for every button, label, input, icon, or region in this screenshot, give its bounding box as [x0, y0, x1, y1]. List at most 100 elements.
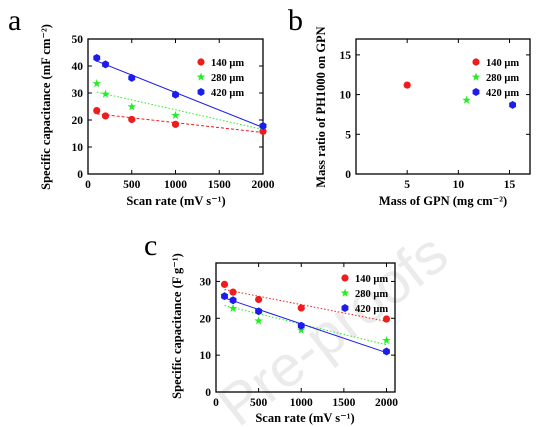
y-tick-label: 15: [340, 50, 352, 62]
data-point: [229, 296, 237, 305]
legend-marker: [471, 72, 481, 81]
legend-label: 140 μm: [355, 274, 388, 285]
x-tick-label: 1000: [164, 179, 187, 191]
x-tick-label: 2000: [252, 179, 275, 191]
x-tick-label: 500: [123, 179, 141, 191]
x-tick-label: 1500: [208, 179, 231, 191]
y-tick-label: 30: [200, 276, 212, 288]
data-point: [92, 79, 102, 88]
y-axis-label: Specific capacitance (mF cm⁻²): [39, 24, 53, 190]
legend-marker: [341, 274, 349, 282]
data-point: [462, 95, 471, 104]
series-s140: [93, 106, 267, 135]
data-point: [172, 90, 179, 99]
legend-marker: [197, 58, 205, 66]
series-s140: [403, 81, 411, 89]
data-point: [102, 60, 109, 69]
fit-line: [96, 113, 264, 134]
panel-c: c 0 500 1000 1500 2000 0 10 20 30 Scan rate (mV s⁻…: [144, 229, 398, 425]
x-tick-label: 1000: [290, 397, 313, 409]
panel-letter: a: [8, 4, 21, 37]
x-tick-label: 5: [404, 179, 410, 191]
data-point: [127, 102, 137, 111]
legend-label: 280 μm: [486, 73, 519, 84]
x-tick-label: 15: [504, 179, 516, 191]
plot-frame: [355, 38, 531, 175]
data-point: [297, 304, 305, 312]
series-s420: [221, 292, 390, 356]
data-point: [229, 288, 237, 296]
data-point: [296, 325, 306, 334]
x-tick-label: 1500: [332, 397, 355, 409]
fit-line: [96, 91, 264, 131]
legend-marker: [196, 72, 206, 81]
fit-line: [96, 60, 264, 128]
series-s420: [93, 53, 267, 130]
data-point: [382, 315, 391, 323]
y-tick-label: 20: [200, 313, 212, 325]
x-axis-label: Scan rate (mV s⁻¹): [255, 411, 354, 425]
legend-label: 420 μm: [486, 88, 519, 99]
data-point: [255, 307, 263, 316]
x-tick-label: 500: [250, 397, 268, 409]
legend-marker: [340, 288, 350, 297]
y-tick-label: 0: [205, 387, 211, 399]
y-axis-label: Mass ratio of PH1000 on GPN: [314, 26, 328, 187]
data-point: [509, 100, 517, 109]
legend-label: 420 μm: [355, 304, 388, 315]
x-tick-label: 0: [213, 397, 219, 409]
data-point: [128, 73, 136, 82]
data-point: [221, 292, 228, 301]
data-point: [259, 121, 267, 130]
data-point: [171, 120, 180, 128]
x-axis-label: Scan rate (mV s⁻¹): [126, 194, 225, 208]
legend-label: 280 μm: [355, 289, 388, 300]
data-point: [101, 112, 110, 120]
x-axis-label: Mass of GPN (mg cm⁻²): [379, 194, 507, 208]
y-tick-label: 50: [72, 34, 84, 46]
x-tick-label: 0: [85, 179, 91, 191]
data-point: [93, 106, 101, 115]
legend-label: 280 μm: [211, 73, 244, 84]
legend-label: 140 μm: [211, 58, 244, 69]
x-tick-label: 10: [453, 179, 465, 191]
y-tick-label: 0: [77, 169, 83, 181]
y-tick-label: 20: [72, 115, 84, 127]
y-tick-label: 5: [345, 129, 351, 141]
y-tick-label: 10: [340, 90, 352, 102]
y-tick-label: 10: [72, 142, 84, 154]
y-axis-label: Specific capacitance (F g⁻¹): [170, 253, 184, 399]
plot-frame: [215, 262, 396, 393]
data-point: [171, 110, 180, 120]
legend-marker: [341, 304, 349, 312]
legend-marker: [197, 88, 205, 96]
legend-label: 420 μm: [211, 88, 244, 99]
panel-a: a 0 500 1000 1500 2000 0 10 20 30 40 50 Scan rate (m…: [8, 4, 275, 208]
series-s280: [92, 79, 268, 131]
y-tick-label: 40: [72, 61, 84, 73]
series-s140: [220, 280, 391, 323]
data-point: [383, 347, 390, 356]
data-point: [382, 335, 391, 345]
x-tick-label: 2000: [375, 397, 398, 409]
panel-letter: b: [288, 4, 303, 37]
data-point: [228, 303, 238, 312]
legend-marker: [472, 58, 480, 66]
fit-line: [224, 289, 387, 322]
data-point: [128, 115, 136, 124]
panel-letter: c: [144, 229, 157, 262]
data-point: [101, 89, 110, 98]
legend-label: 140 μm: [486, 58, 519, 69]
y-tick-label: 10: [200, 350, 212, 362]
legend-marker: [472, 88, 480, 96]
fit-line: [224, 297, 387, 354]
data-point: [255, 295, 263, 304]
data-point: [93, 53, 101, 62]
data-point: [403, 81, 411, 89]
data-point: [297, 321, 305, 330]
series-s280: [462, 95, 471, 104]
panel-b: b 5 10 15 0 5 10 15 Mass of GPN (mg cm⁻²) Mass ra…: [288, 4, 531, 208]
series-s420: [509, 100, 517, 109]
y-tick-label: 30: [72, 88, 84, 100]
